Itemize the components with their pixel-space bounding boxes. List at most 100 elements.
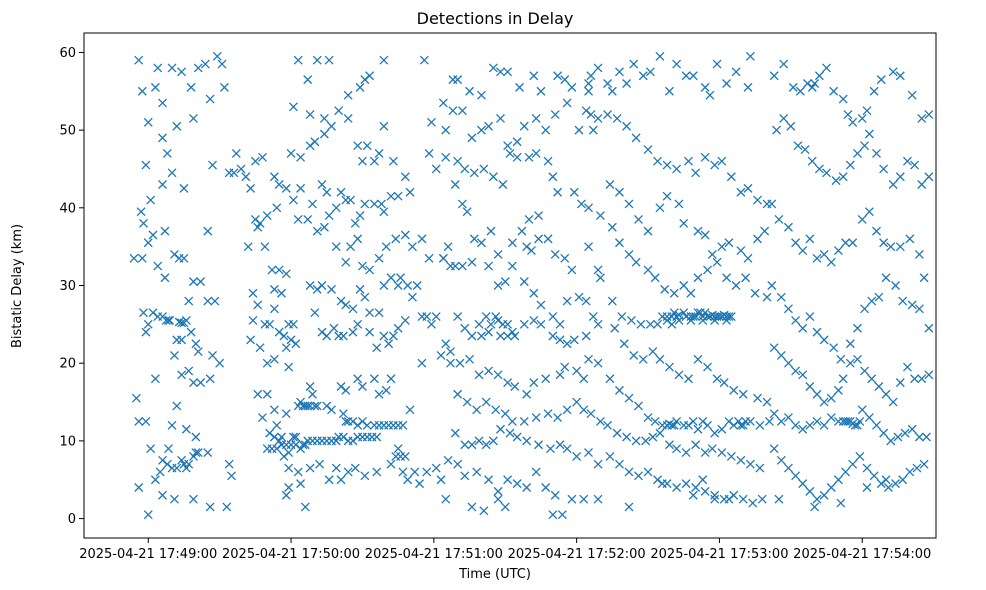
data-point (664, 86, 674, 96)
data-point (400, 316, 410, 325)
data-point (691, 168, 701, 178)
data-point (348, 304, 358, 314)
data-point (291, 432, 301, 442)
data-point (334, 106, 344, 116)
data-point (841, 467, 851, 477)
data-point (424, 148, 434, 158)
data-point (762, 292, 772, 302)
data-point (443, 455, 453, 465)
data-point (269, 304, 279, 314)
data-point (350, 463, 360, 473)
data-point (379, 207, 389, 217)
data-point (303, 215, 313, 224)
data-point (605, 451, 615, 461)
data-point (500, 277, 510, 287)
data-point (308, 389, 317, 399)
data-point (710, 160, 720, 170)
data-point (755, 463, 765, 473)
data-point (862, 106, 872, 116)
data-point (255, 343, 265, 353)
data-point (324, 211, 334, 221)
data-point (353, 374, 363, 384)
data-point (534, 211, 544, 221)
data-point (791, 366, 801, 376)
y-tick-label: 20 (59, 357, 76, 372)
data-point (284, 362, 294, 372)
data-point (507, 417, 517, 426)
data-point (888, 397, 898, 407)
data-point (467, 331, 477, 341)
data-point (496, 424, 505, 434)
data-point (736, 455, 746, 465)
data-point (472, 405, 482, 415)
data-point (698, 475, 708, 485)
data-point (843, 417, 853, 426)
data-point (914, 432, 924, 442)
data-point (700, 230, 710, 240)
data-point (895, 71, 905, 81)
data-point (460, 471, 470, 481)
data-point (643, 145, 653, 154)
data-point (648, 347, 658, 356)
data-point (736, 246, 746, 255)
data-point (505, 428, 515, 438)
data-point (898, 475, 908, 485)
data-point (493, 370, 503, 380)
data-point (764, 417, 774, 426)
data-point (248, 316, 258, 325)
data-point (557, 510, 567, 520)
data-point (717, 448, 727, 457)
data-point (158, 180, 167, 189)
data-point (505, 148, 515, 158)
data-point (143, 319, 153, 329)
data-point (522, 389, 532, 399)
data-point (362, 141, 372, 151)
data-point (731, 67, 741, 77)
data-point (845, 358, 855, 368)
data-point (669, 420, 679, 430)
data-point (848, 238, 858, 248)
data-point (791, 420, 801, 430)
data-point (353, 234, 363, 244)
data-point (405, 405, 415, 415)
data-point (422, 467, 432, 477)
data-point (272, 420, 282, 430)
data-point (562, 405, 572, 415)
y-tick-label: 0 (68, 512, 76, 527)
y-tick-label: 60 (59, 46, 76, 61)
data-point (893, 432, 903, 442)
data-point (355, 82, 365, 92)
data-point (312, 226, 322, 236)
data-point (360, 292, 370, 302)
data-point (593, 494, 603, 504)
data-point (722, 79, 732, 88)
data-point (208, 160, 217, 170)
data-point (791, 316, 801, 325)
data-point (484, 121, 494, 131)
data-point (922, 432, 931, 442)
data-point (462, 397, 472, 407)
data-point (534, 440, 544, 450)
data-point (624, 199, 634, 209)
data-point (481, 312, 491, 322)
data-point (617, 312, 627, 322)
data-point (805, 420, 815, 430)
data-point (895, 242, 905, 252)
data-point (722, 273, 732, 283)
data-point (864, 207, 874, 217)
data-point (491, 405, 501, 415)
data-point (526, 246, 536, 255)
data-point (519, 121, 529, 131)
data-point (910, 160, 920, 170)
data-point (574, 292, 584, 302)
data-point (779, 114, 789, 123)
data-point (707, 444, 717, 454)
data-point (534, 234, 544, 244)
data-point (874, 382, 884, 391)
data-point (917, 180, 927, 189)
data-point (791, 238, 801, 248)
data-point (407, 292, 417, 302)
data-point (531, 148, 541, 158)
data-point (888, 67, 898, 77)
data-point (338, 409, 348, 419)
